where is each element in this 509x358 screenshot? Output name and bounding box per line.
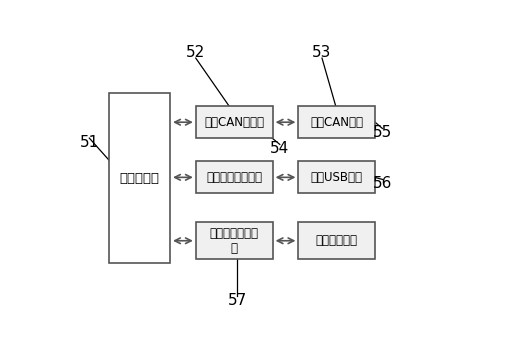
Text: 第二电压转换模
块: 第二电压转换模 块 bbox=[210, 227, 259, 255]
Bar bbox=[298, 222, 375, 259]
Bar bbox=[196, 106, 273, 138]
Text: 56: 56 bbox=[373, 176, 392, 191]
Text: 第二处理器: 第二处理器 bbox=[120, 171, 159, 184]
Text: 52: 52 bbox=[186, 45, 206, 60]
Bar bbox=[196, 222, 273, 259]
Bar bbox=[298, 106, 375, 138]
Bar bbox=[109, 93, 170, 263]
Text: 51: 51 bbox=[79, 135, 99, 150]
Text: 第二数据处理模块: 第二数据处理模块 bbox=[206, 171, 262, 184]
Bar bbox=[196, 161, 273, 193]
Text: 第二USB接口: 第二USB接口 bbox=[311, 171, 363, 184]
Text: 57: 57 bbox=[228, 293, 247, 308]
Text: 53: 53 bbox=[313, 45, 332, 60]
Text: 第二CAN接口: 第二CAN接口 bbox=[310, 116, 363, 129]
Text: 54: 54 bbox=[270, 141, 290, 156]
Text: 第二电源接口: 第二电源接口 bbox=[316, 234, 358, 247]
Text: 55: 55 bbox=[373, 125, 392, 140]
Bar bbox=[298, 161, 375, 193]
Text: 第二CAN收发器: 第二CAN收发器 bbox=[204, 116, 264, 129]
